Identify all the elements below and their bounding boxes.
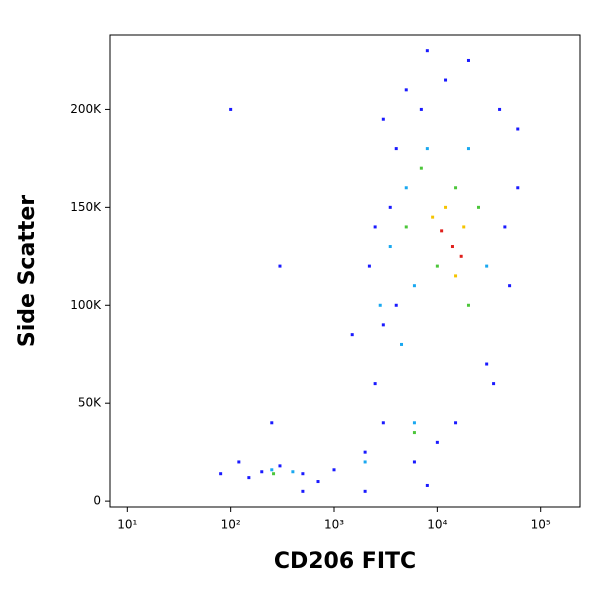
- data-point: [404, 225, 408, 229]
- x-tick-label: 10³: [324, 518, 344, 532]
- data-point: [454, 274, 458, 278]
- data-point: [435, 440, 439, 444]
- x-tick-label: 10⁴: [427, 518, 447, 532]
- data-point: [476, 205, 480, 209]
- x-tick-label: 10²: [221, 518, 241, 532]
- y-axis-title: Side Scatter: [15, 195, 40, 347]
- data-point: [388, 245, 392, 249]
- data-point: [444, 78, 448, 82]
- data-point: [381, 117, 385, 121]
- y-tick-label: 0: [93, 494, 101, 508]
- data-point: [363, 489, 367, 493]
- data-point: [363, 460, 367, 464]
- data-point: [425, 147, 429, 151]
- data-point: [367, 264, 371, 268]
- data-point: [350, 333, 354, 337]
- data-point: [419, 107, 423, 111]
- data-point: [466, 303, 470, 307]
- data-point: [381, 421, 385, 425]
- data-point: [394, 303, 398, 307]
- data-point: [301, 472, 305, 476]
- data-point: [219, 472, 223, 476]
- data-point: [291, 470, 295, 474]
- data-point: [454, 186, 458, 190]
- x-tick-label: 10¹: [117, 518, 137, 532]
- data-point: [444, 205, 448, 209]
- data-point: [400, 342, 404, 346]
- data-point: [373, 382, 377, 386]
- data-point: [431, 215, 435, 219]
- data-point: [508, 284, 512, 288]
- data-point: [485, 362, 489, 366]
- data-point: [492, 382, 496, 386]
- data-point: [462, 225, 466, 229]
- data-point: [450, 245, 454, 249]
- data-point: [440, 229, 444, 233]
- data-point: [425, 483, 429, 487]
- data-point: [412, 421, 416, 425]
- data-point: [373, 225, 377, 229]
- data-point: [278, 464, 282, 468]
- y-tick-label: 150K: [70, 200, 102, 214]
- data-point: [378, 303, 382, 307]
- data-point: [419, 166, 423, 170]
- data-point: [272, 472, 276, 476]
- data-point: [229, 107, 233, 111]
- data-point: [516, 186, 520, 190]
- data-point: [503, 225, 507, 229]
- data-point: [425, 49, 429, 53]
- data-point: [466, 58, 470, 62]
- data-point: [270, 421, 274, 425]
- y-tick-label: 200K: [70, 102, 102, 116]
- data-point: [247, 476, 251, 480]
- data-point: [381, 323, 385, 327]
- data-point: [363, 450, 367, 454]
- y-tick-label: 50K: [78, 396, 102, 410]
- x-tick-label: 10⁵: [531, 518, 551, 532]
- data-point: [301, 489, 305, 493]
- data-point: [270, 468, 274, 472]
- y-tick-label: 100K: [70, 298, 102, 312]
- data-point: [316, 480, 320, 484]
- data-point: [412, 431, 416, 435]
- x-axis-title: CD206 FITC: [274, 549, 416, 574]
- plot-frame: [109, 34, 581, 508]
- data-point: [466, 147, 470, 151]
- data-point: [260, 470, 264, 474]
- data-point: [459, 254, 463, 258]
- data-point: [404, 88, 408, 92]
- data-point: [412, 460, 416, 464]
- data-point: [404, 186, 408, 190]
- data-point: [485, 264, 489, 268]
- data-point: [498, 107, 502, 111]
- data-point: [388, 205, 392, 209]
- data-point: [332, 468, 336, 472]
- data-point: [516, 127, 520, 131]
- data-point: [278, 264, 282, 268]
- data-point: [237, 460, 241, 464]
- data-point: [454, 421, 458, 425]
- data-point: [394, 147, 398, 151]
- data-point: [412, 284, 416, 288]
- data-point: [435, 264, 439, 268]
